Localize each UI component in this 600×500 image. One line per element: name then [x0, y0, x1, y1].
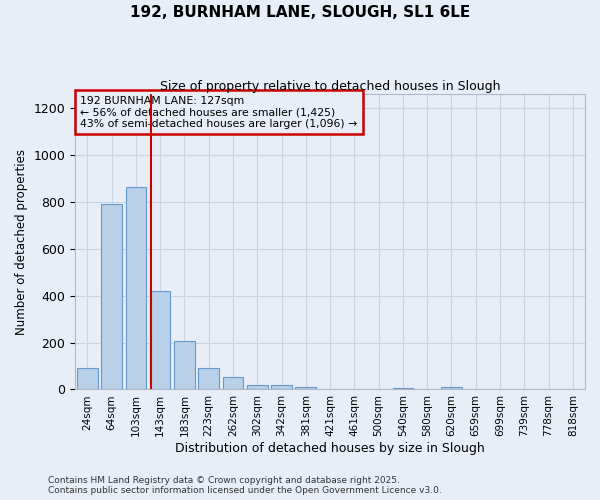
Bar	[77, 368, 98, 390]
Text: 192, BURNHAM LANE, SLOUGH, SL1 6LE: 192, BURNHAM LANE, SLOUGH, SL1 6LE	[130, 5, 470, 20]
Bar	[223, 378, 243, 390]
Bar	[125, 186, 146, 390]
Text: 192 BURNHAM LANE: 127sqm
← 56% of detached houses are smaller (1,425)
43% of sem: 192 BURNHAM LANE: 127sqm ← 56% of detach…	[80, 96, 358, 129]
Bar	[392, 388, 413, 390]
Title: Size of property relative to detached houses in Slough: Size of property relative to detached ho…	[160, 80, 500, 93]
Bar	[199, 368, 219, 390]
Bar	[174, 342, 195, 390]
Bar	[101, 204, 122, 390]
Bar	[247, 385, 268, 390]
Text: Contains HM Land Registry data © Crown copyright and database right 2025.
Contai: Contains HM Land Registry data © Crown c…	[48, 476, 442, 495]
Bar	[295, 387, 316, 390]
Bar	[441, 386, 462, 390]
X-axis label: Distribution of detached houses by size in Slough: Distribution of detached houses by size …	[175, 442, 485, 455]
Bar	[150, 291, 170, 390]
Y-axis label: Number of detached properties: Number of detached properties	[15, 149, 28, 335]
Bar	[271, 385, 292, 390]
